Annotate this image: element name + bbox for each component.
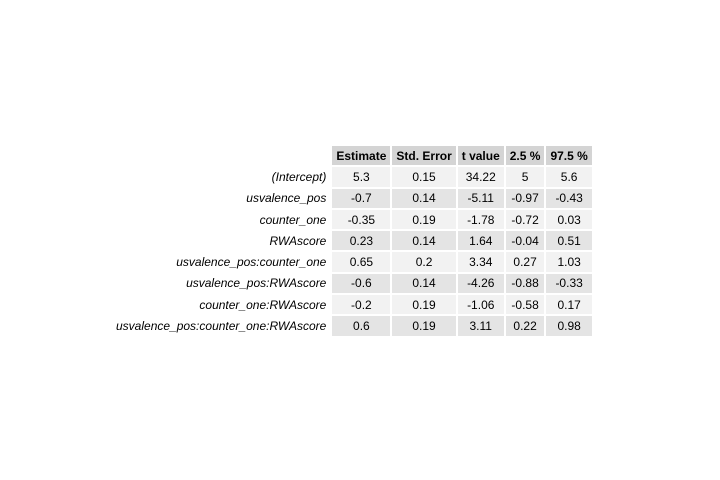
row-label: counter_one (259, 212, 327, 227)
column-header-estimate: Estimate (332, 146, 391, 166)
cell-ci-lower: -0.04 (505, 231, 545, 251)
cell-estimate: 0.23 (332, 231, 391, 251)
row-label: usvalence_pos (246, 191, 327, 206)
row-label: usvalence_pos:counter_one (176, 255, 327, 270)
table-row: counter_one:RWAscore -0.2 0.19 -1.06 -0.58 0.… (112, 295, 592, 315)
cell-ci-upper: -0.43 (546, 188, 592, 208)
table-row: usvalence_pos:RWAscore -0.6 0.14 -4.26 -0.88… (112, 273, 592, 294)
header-row: Estimate Std. Error t value 2.5 % 97.5 % (112, 146, 592, 166)
cell-std-error: 0.14 (392, 188, 456, 208)
column-header-std-error: Std. Error (392, 146, 456, 166)
cell-t-value: -1.06 (457, 295, 504, 315)
row-label: RWAscore (269, 233, 327, 248)
row-label: usvalence_pos:counter_one:RWAscore (116, 319, 327, 334)
cell-std-error: 0.2 (392, 252, 456, 272)
cell-estimate: 5.3 (332, 167, 391, 187)
table-row: RWAscore 0.23 0.14 1.64 -0.04 0.51 (112, 231, 592, 251)
cell-estimate: -0.7 (332, 188, 391, 208)
table-row: counter_one -0.35 0.19 -1.78 -0.72 0.03 (112, 209, 592, 230)
cell-estimate: -0.35 (332, 209, 391, 230)
cell-std-error: 0.14 (392, 231, 456, 251)
column-header-ci-upper: 97.5 % (546, 146, 592, 166)
cell-ci-upper: 0.17 (546, 295, 592, 315)
cell-std-error: 0.19 (392, 209, 456, 230)
cell-t-value: 3.11 (457, 316, 504, 336)
cell-ci-lower: -0.97 (505, 188, 545, 208)
cell-ci-lower: 0.22 (505, 316, 545, 336)
cell-std-error: 0.14 (392, 273, 456, 294)
cell-estimate: -0.2 (332, 295, 391, 315)
corner-cell (112, 146, 330, 165)
cell-t-value: 3.34 (457, 252, 504, 272)
cell-ci-lower: -0.88 (505, 273, 545, 294)
cell-ci-upper: 5.6 (546, 167, 592, 187)
cell-ci-lower: 0.27 (505, 252, 545, 272)
table-row: usvalence_pos -0.7 0.14 -5.11 -0.97 -0.43 (112, 188, 592, 208)
column-header-t-value: t value (457, 146, 504, 166)
cell-ci-upper: 0.51 (546, 231, 592, 251)
cell-t-value: -1.78 (457, 209, 504, 230)
table-body: (Intercept) 5.3 0.15 34.22 5 5.6 usvalence_pos… (112, 167, 592, 336)
cell-ci-upper: 0.98 (546, 316, 592, 336)
cell-estimate: -0.6 (332, 273, 391, 294)
cell-std-error: 0.15 (392, 167, 456, 187)
cell-ci-upper: -0.33 (546, 273, 592, 294)
row-label: (Intercept) (271, 169, 327, 184)
table-row: (Intercept) 5.3 0.15 34.22 5 5.6 (112, 167, 592, 187)
row-label: counter_one:RWAscore (199, 297, 327, 312)
cell-estimate: 0.65 (332, 252, 391, 272)
column-header-ci-lower: 2.5 % (505, 146, 545, 166)
cell-estimate: 0.6 (332, 316, 391, 336)
cell-t-value: -4.26 (457, 273, 504, 294)
cell-ci-upper: 1.03 (546, 252, 592, 272)
cell-t-value: -5.11 (457, 188, 504, 208)
table-row: usvalence_pos:counter_one 0.65 0.2 3.34 0.27… (112, 252, 592, 272)
cell-t-value: 1.64 (457, 231, 504, 251)
cell-std-error: 0.19 (392, 316, 456, 336)
cell-ci-upper: 0.03 (546, 209, 592, 230)
cell-ci-lower: -0.72 (505, 209, 545, 230)
cell-ci-lower: -0.58 (505, 295, 545, 315)
row-label: usvalence_pos:RWAscore (186, 276, 327, 291)
table-row: usvalence_pos:counter_one:RWAscore 0.6 0.1… (112, 316, 592, 336)
cell-ci-lower: 5 (505, 167, 545, 187)
regression-coefficients-table: Estimate Std. Error t value 2.5 % 97.5 %… (110, 144, 594, 338)
cell-std-error: 0.19 (392, 295, 456, 315)
cell-t-value: 34.22 (457, 167, 504, 187)
